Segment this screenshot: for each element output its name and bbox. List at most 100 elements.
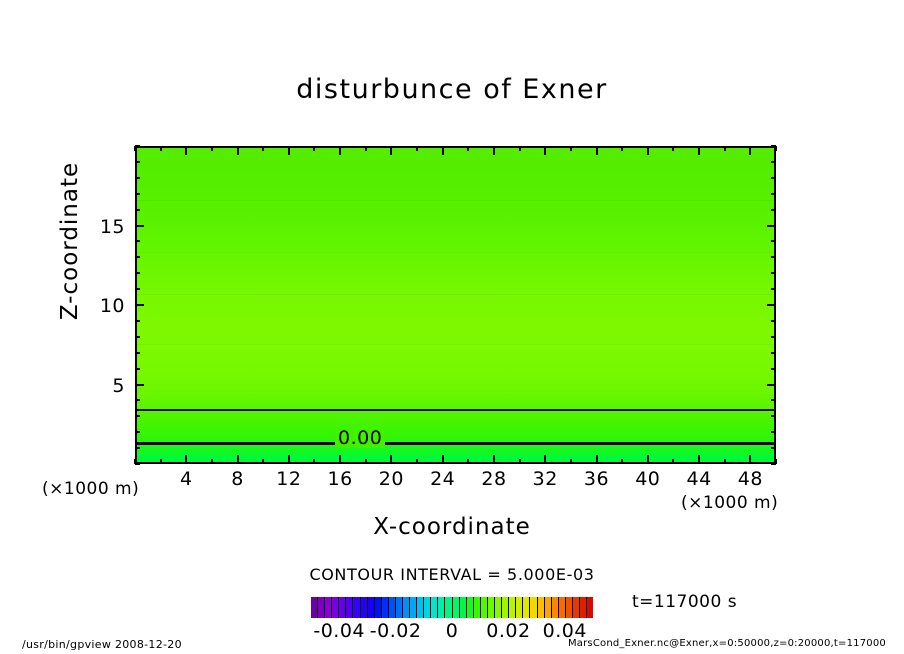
colorbar-cell [579,597,588,618]
x-axis-tick-label: 4 [179,468,193,490]
x-axis-tick-top [646,146,649,155]
y-axis-tick-right [771,208,776,211]
footer-command: /usr/bin/gpview 2008-12-20 [22,638,182,651]
contour-line [137,442,774,445]
x-axis-tick [518,459,521,464]
x-axis-tick [569,459,572,464]
y-axis-tick-right [771,399,776,402]
y-axis-tick [135,160,140,163]
x-axis-tick [236,455,239,464]
y-axis-tick-right [767,224,776,227]
x-axis-tick-top [313,146,316,151]
x-axis-tick-label: 40 [635,468,661,490]
x-axis-tick-label: 12 [276,468,302,490]
x-axis-tick [339,455,342,464]
x-axis-tick-top [775,146,777,151]
x-axis-tick-label: 44 [686,468,712,490]
colorbar-cell [544,597,552,618]
contour-line [137,409,774,411]
colorbar-cell [551,597,559,618]
x-axis-tick-top [492,146,495,155]
colorbar-cell [395,597,404,618]
x-axis-tick [698,455,701,464]
x-axis-tick [262,459,265,464]
x-axis-tick [287,455,290,464]
x-axis-tick-top [339,146,342,155]
x-axis-tick-top [672,146,675,151]
x-axis-tick [210,459,213,464]
y-axis-tick-right [771,431,776,434]
x-axis-tick-top [749,146,752,155]
contour-band-seam [137,344,774,345]
contour-label-zero: 0.00 [335,429,386,448]
x-axis-tick-label: 24 [430,468,456,490]
page-title: disturbunce of Exner [296,74,608,105]
colorbar-cell [318,597,326,618]
colorbar-tick-label: -0.04 [313,620,366,642]
y-axis-tick [135,431,140,434]
x-axis-tick-top [569,146,572,151]
y-axis-tick [135,335,140,338]
y-axis-tick-right [771,463,776,465]
footer-dataset: MarsCond_Exner.nc@Exner,x=0:50000,z=0:20… [567,638,886,649]
x-axis-tick-label: 32 [532,468,558,490]
colorbar [311,597,593,618]
x-axis-tick-top [544,146,547,155]
y-axis-tick [135,240,140,243]
x-axis-tick [749,455,752,464]
contour-field [137,148,774,462]
y-axis-tick [135,447,140,450]
x-axis-tick-top [698,146,701,155]
x-axis-tick [159,459,162,464]
y-axis-tick [135,351,140,354]
y-axis-tick [135,367,140,370]
colorbar-cell [537,597,545,618]
x-axis-tick-top [416,146,419,151]
colorbar-cell [502,597,510,618]
x-axis-tick-top [236,146,239,155]
y-axis-tick [135,224,144,227]
colorbar-cell [424,597,432,618]
y-axis-tick-right [771,288,776,291]
x-axis-tick-top [287,146,290,155]
x-axis-tick-top [210,146,213,151]
x-axis-tick-label: 20 [378,468,404,490]
x-unit-label-right: (×1000 m) [681,493,779,513]
colorbar-cell [360,597,368,618]
colorbar-cell [339,597,347,618]
x-axis-tick [416,459,419,464]
y-axis-tick [135,208,140,211]
x-axis-tick-label: 8 [231,468,244,490]
x-axis-tick [492,455,495,464]
y-axis-tick-right [771,160,776,163]
colorbar-cell [332,597,340,618]
colorbar-tick-label: 0.02 [486,620,531,642]
colorbar-cell [417,597,425,618]
colorbar-cell [353,597,361,618]
y-axis-tick [135,288,140,291]
colorbar-tick-label: 0.04 [542,620,587,642]
y-axis-tick [135,256,140,259]
y-axis-tick-label: 5 [112,374,125,397]
colorbar-cell [480,597,488,618]
contour-interval-label: CONTOUR INTERVAL = 5.000E-03 [309,565,595,584]
x-axis-tick [672,459,675,464]
x-axis-tick-top [262,146,265,151]
colorbar-cell [572,597,580,618]
colorbar-cell [587,597,593,618]
x-axis-tick-top [364,146,367,151]
y-axis-title: Z-coordinate [57,161,83,321]
x-unit-label-left: (×1000 m) [42,479,140,499]
y-axis-tick [135,192,140,195]
x-axis-tick-label: 36 [583,468,610,490]
y-axis-tick-right [767,383,776,386]
x-axis-tick-top [518,146,521,151]
colorbar-cell [565,597,573,618]
colorbar-cell [466,597,474,618]
x-axis-tick-top [185,146,188,155]
colorbar-cell [403,597,411,618]
y-axis-tick [135,272,140,275]
colorbar-cell [367,597,375,618]
y-axis-tick [135,176,140,179]
y-axis-tick-right [771,415,776,418]
